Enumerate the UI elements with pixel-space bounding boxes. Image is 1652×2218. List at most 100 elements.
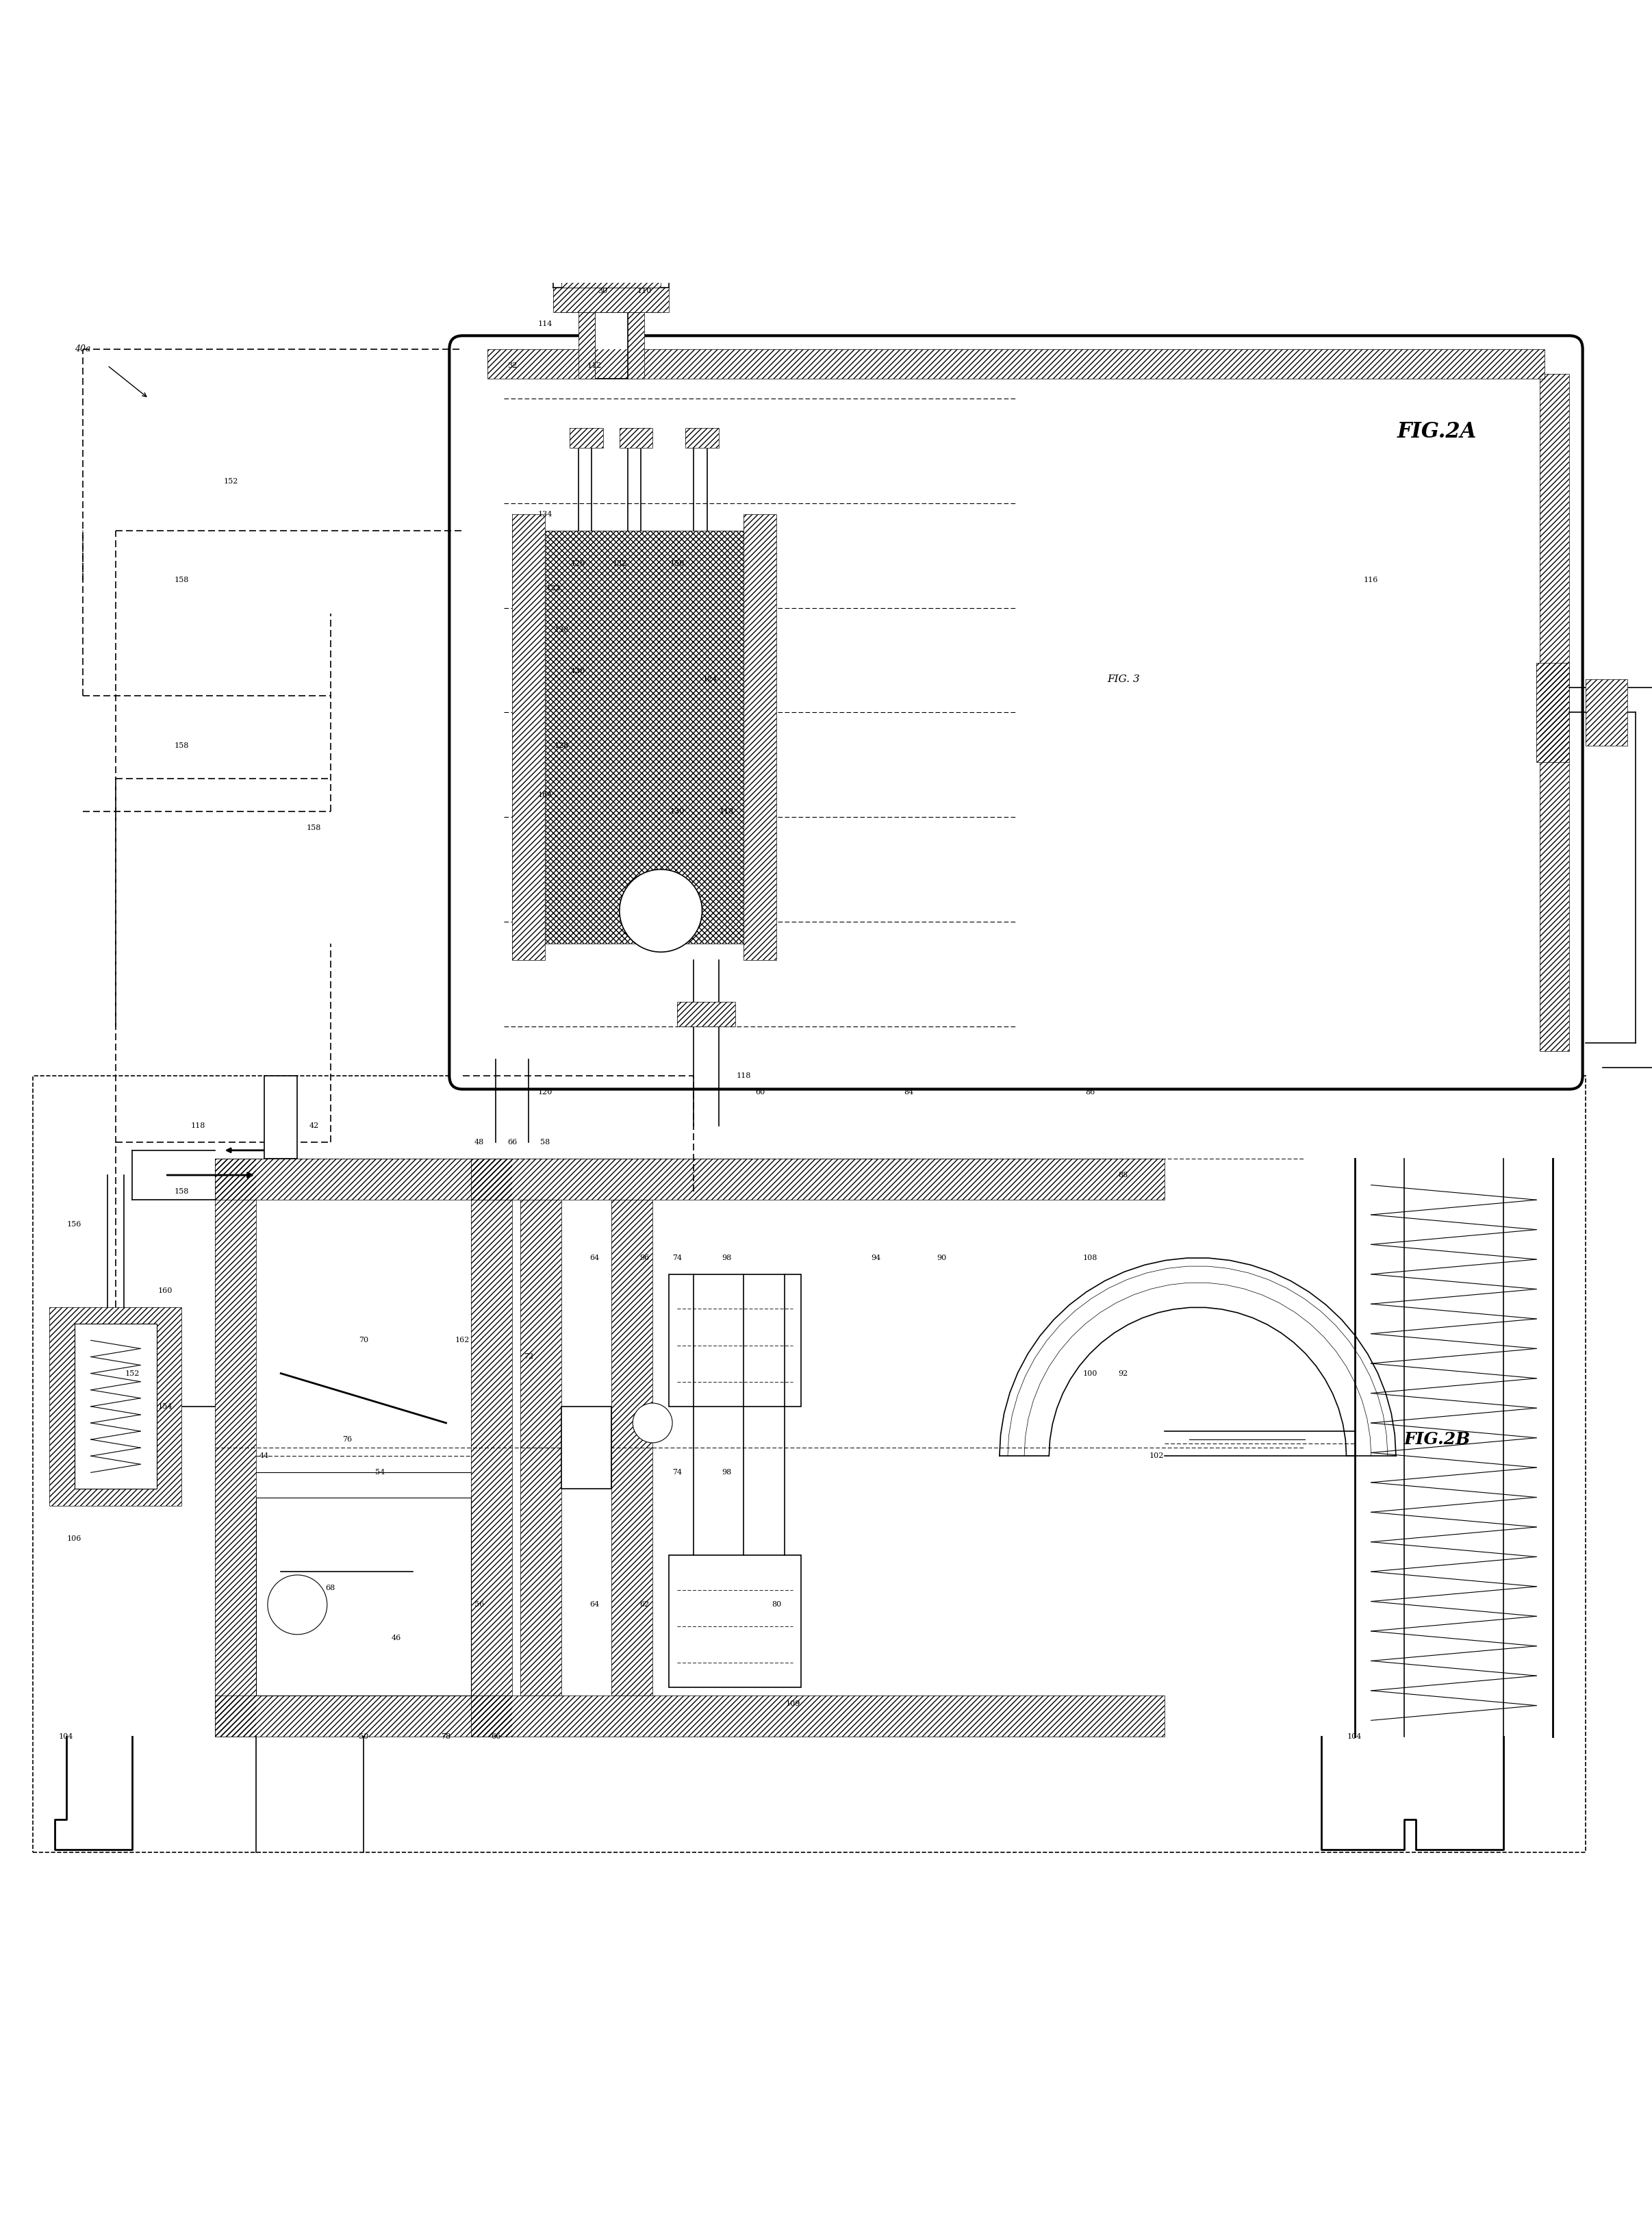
Bar (487, 348, 1545, 379)
Bar (215, 1158, 256, 1737)
Text: 152: 152 (126, 1371, 139, 1377)
Text: 112: 112 (588, 362, 601, 368)
Text: 118: 118 (737, 1074, 750, 1080)
Bar (570, 428, 603, 448)
Text: 109: 109 (786, 1701, 800, 1708)
Text: 120: 120 (539, 1089, 552, 1096)
Text: 54: 54 (375, 1468, 385, 1475)
Bar (743, 515, 776, 960)
Text: 114: 114 (539, 322, 552, 328)
Text: 80: 80 (771, 1601, 781, 1608)
Text: 150: 150 (671, 561, 684, 568)
Text: 42: 42 (309, 1122, 319, 1129)
Bar (570, 428, 603, 448)
Bar (611, 1200, 653, 1695)
Text: 158: 158 (175, 1189, 188, 1196)
Bar (553, 288, 669, 313)
Bar (471, 1695, 1165, 1737)
Text: 156: 156 (68, 1222, 81, 1229)
Text: FIG.2B: FIG.2B (1404, 1431, 1470, 1448)
Bar (471, 1158, 1165, 1200)
Text: 96: 96 (639, 1255, 649, 1262)
Text: 158: 158 (175, 577, 188, 583)
Text: 102: 102 (1150, 1453, 1163, 1459)
Text: 60: 60 (755, 1089, 765, 1096)
FancyBboxPatch shape (449, 335, 1583, 1089)
Text: 50: 50 (358, 1734, 368, 1741)
Text: 106: 106 (68, 1535, 81, 1542)
Text: 98: 98 (722, 1468, 732, 1475)
Text: 164: 164 (539, 792, 552, 798)
Text: 162: 162 (456, 1337, 469, 1344)
Bar (520, 1200, 562, 1695)
Text: 30: 30 (598, 288, 608, 295)
Text: 46: 46 (392, 1635, 401, 1641)
Bar (545, 530, 743, 945)
Bar (620, 428, 653, 448)
Bar (50, 1306, 182, 1506)
Bar (578, 313, 595, 379)
Text: 124: 124 (704, 676, 717, 683)
Text: 160: 160 (159, 1286, 172, 1293)
Circle shape (268, 1575, 327, 1635)
Bar (215, 1695, 512, 1737)
Text: 110: 110 (638, 288, 651, 295)
Bar (471, 1158, 1165, 1200)
Circle shape (633, 1404, 672, 1442)
Bar (256, 1497, 471, 1695)
Bar (611, 1200, 653, 1695)
Text: 88: 88 (1118, 1171, 1128, 1178)
Text: 40a: 40a (74, 344, 91, 353)
Bar (33, 1076, 1586, 1852)
Text: 68: 68 (325, 1586, 335, 1593)
Text: 44: 44 (259, 1453, 269, 1459)
Text: 118: 118 (192, 1122, 205, 1129)
Text: 100: 100 (1084, 1371, 1097, 1377)
Bar (578, 313, 595, 379)
Bar (677, 1003, 735, 1027)
Text: 104: 104 (59, 1734, 73, 1741)
Text: 58: 58 (540, 1138, 550, 1144)
Bar (471, 1200, 1165, 1695)
Bar (1586, 679, 1627, 745)
Text: 92: 92 (1118, 1371, 1128, 1377)
Text: 104: 104 (1348, 1734, 1361, 1741)
Bar (669, 1555, 801, 1688)
Text: 136: 136 (572, 668, 585, 674)
Text: 126: 126 (572, 561, 585, 568)
Text: 64: 64 (590, 1601, 600, 1608)
Bar (215, 1695, 512, 1737)
Text: 122: 122 (547, 586, 560, 592)
Bar (628, 313, 644, 379)
Text: 98: 98 (722, 1255, 732, 1262)
Text: 66: 66 (491, 1734, 501, 1741)
Text: 32: 32 (507, 362, 517, 368)
Text: 84: 84 (904, 1089, 914, 1096)
Circle shape (620, 869, 702, 952)
Bar (1536, 663, 1569, 763)
Bar (264, 1076, 297, 1158)
Text: 66: 66 (507, 1138, 517, 1144)
Text: 90: 90 (937, 1255, 947, 1262)
Bar (50, 1306, 182, 1506)
Text: FIG. 3: FIG. 3 (1107, 674, 1140, 683)
Text: 132: 132 (613, 561, 626, 568)
Text: 62: 62 (639, 1601, 649, 1608)
Bar (215, 1158, 512, 1200)
Bar (553, 288, 669, 313)
Bar (628, 313, 644, 379)
Bar (562, 264, 661, 288)
Text: 56: 56 (474, 1601, 484, 1608)
Text: 48: 48 (474, 1138, 484, 1144)
Bar (215, 1158, 512, 1200)
Text: 72: 72 (524, 1353, 534, 1360)
Bar (1540, 373, 1569, 1051)
Text: 152: 152 (225, 477, 238, 484)
Text: 118: 118 (720, 807, 733, 814)
Text: 134: 134 (539, 510, 552, 517)
Bar (620, 428, 653, 448)
Text: FIG.2A: FIG.2A (1398, 421, 1477, 441)
Bar (677, 1003, 735, 1027)
Text: 116: 116 (1365, 577, 1378, 583)
Bar (1536, 663, 1569, 763)
